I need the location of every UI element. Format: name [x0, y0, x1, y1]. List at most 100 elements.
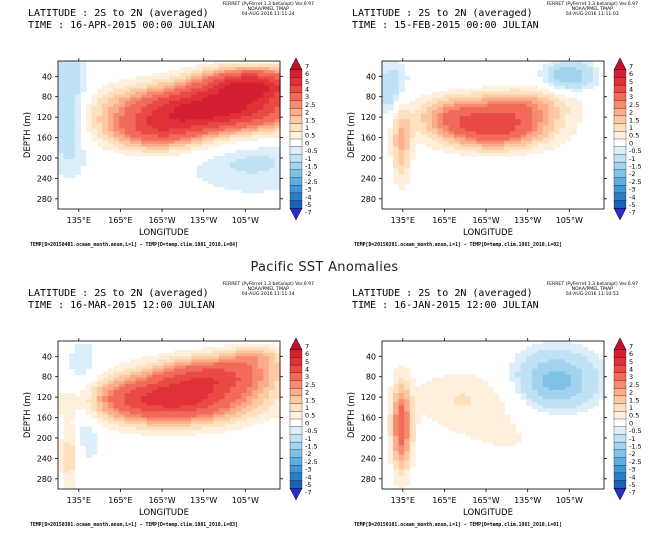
heatmap-cell [274, 347, 281, 351]
heatmap-cell [443, 377, 450, 382]
heatmap-cell [398, 73, 405, 77]
heatmap-cell [191, 70, 198, 74]
heatmap-cell [531, 143, 538, 148]
heatmap-cell [542, 131, 550, 136]
heatmap-cell [174, 429, 181, 434]
heatmap-cell [470, 91, 477, 96]
heatmap-cell [470, 435, 477, 440]
heatmap-cell [235, 122, 242, 126]
heatmap-cell [135, 109, 142, 114]
heatmap-cell [559, 356, 566, 360]
heatmap-cell [559, 76, 566, 80]
heatmap-cell [398, 119, 405, 123]
heatmap-cell [252, 180, 259, 185]
heatmap-cell [570, 344, 577, 348]
heatmap-cell [487, 128, 494, 133]
heatmap-cell [130, 131, 137, 136]
heatmap-cell [63, 438, 70, 443]
heatmap-cell [230, 125, 237, 129]
heatmap-cell [431, 399, 439, 403]
heatmap-cell [157, 426, 165, 431]
heatmap-cell [470, 423, 477, 428]
heatmap-cell [74, 109, 81, 114]
heatmap-cell [587, 399, 594, 403]
colorbar-swatch [613, 84, 627, 94]
heatmap-cell [191, 350, 198, 354]
heatmap-cell [437, 116, 444, 120]
heatmap-cell [218, 177, 226, 182]
heatmap-cell [398, 155, 405, 160]
heatmap-cell [63, 448, 70, 452]
heatmap-cell [202, 79, 209, 84]
colorbar-swatch [289, 388, 303, 397]
heatmap-cell [576, 73, 583, 77]
heatmap-cell [252, 109, 259, 114]
heatmap-cell [169, 122, 176, 126]
heatmap-cell [113, 116, 120, 120]
heatmap-cell [437, 402, 444, 406]
heatmap-cell [207, 386, 214, 391]
heatmap-cell [141, 380, 148, 385]
heatmap-cell [74, 70, 81, 74]
heatmap-cell [207, 143, 214, 148]
heatmap-cell [465, 106, 472, 111]
heatmap-cell [63, 162, 70, 166]
heatmap-cell [465, 432, 472, 437]
heatmap-cell [230, 423, 237, 428]
heatmap-cell [398, 162, 405, 166]
heatmap-cell [246, 119, 253, 123]
heatmap-cell [174, 377, 181, 382]
heatmap-cell [393, 67, 400, 71]
heatmap-cell [257, 383, 264, 388]
heatmap-cell [257, 134, 264, 139]
heatmap-cell [415, 393, 422, 397]
heatmap-cell [180, 426, 187, 431]
heatmap-cell [63, 97, 70, 102]
y-tick-label: 120 [37, 113, 52, 122]
heatmap-cell [157, 420, 165, 425]
heatmap-cell [213, 402, 220, 406]
heatmap-cell [163, 109, 170, 114]
heatmap-cell [448, 122, 455, 126]
heatmap-cell [196, 429, 203, 434]
heatmap-cell [213, 122, 220, 126]
heatmap-cell [504, 149, 511, 154]
heatmap-cell [241, 186, 248, 191]
heatmap-cell [274, 386, 281, 391]
heatmap-cell [119, 365, 126, 370]
heatmap-cell [185, 94, 192, 99]
heatmap-cell [398, 109, 405, 114]
x-tick-label: 135°E [67, 216, 91, 225]
heatmap-cell [63, 442, 70, 446]
heatmap-cell [218, 64, 226, 68]
heatmap-cell [202, 174, 209, 178]
heatmap-cell [548, 67, 555, 71]
heatmap-cell [202, 103, 209, 108]
heatmap-cell [252, 420, 259, 425]
heatmap-cell [398, 484, 405, 489]
heatmap-cell [493, 143, 500, 148]
heatmap-cell [554, 411, 561, 416]
heatmap-cell [515, 122, 522, 126]
heatmap-cell [85, 362, 92, 367]
heatmap-cell [257, 353, 264, 357]
heatmap-cell [565, 380, 572, 385]
heatmap-cell [69, 171, 76, 175]
heatmap-cell [531, 103, 538, 108]
heatmap-cell [268, 405, 276, 409]
heatmap-cell [130, 420, 137, 425]
heatmap-cell [252, 91, 259, 96]
heatmap-cell [493, 414, 500, 419]
colorbar-label: -5 [305, 481, 311, 489]
heatmap-cell [80, 79, 87, 84]
colorbar-label: 6 [305, 350, 309, 358]
heatmap-cell [74, 61, 81, 65]
heatmap-cell [246, 374, 253, 379]
heatmap-cell [130, 396, 137, 400]
heatmap-cell [404, 103, 411, 108]
heatmap-cell [63, 463, 70, 468]
panel-2: LATITUDE : 2S to 2N (averaged) TIME : 15-… [324, 0, 648, 262]
heatmap-cell [393, 70, 400, 74]
heatmap-cell [102, 88, 109, 93]
heatmap-cell [465, 137, 472, 142]
